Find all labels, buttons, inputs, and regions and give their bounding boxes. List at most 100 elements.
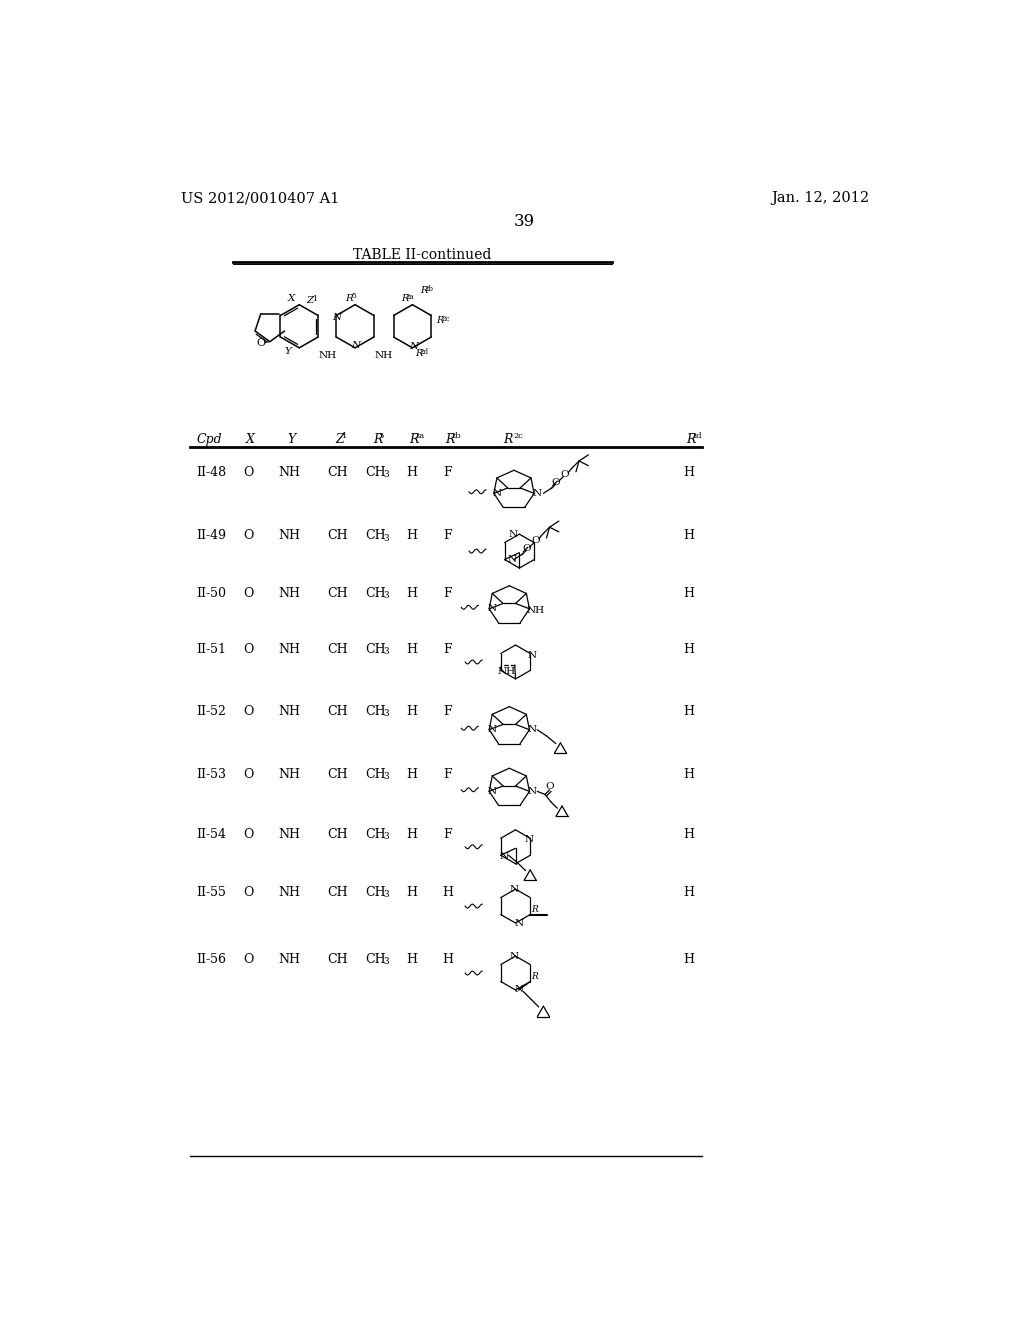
- Text: NH: NH: [318, 351, 336, 360]
- Text: F: F: [443, 643, 452, 656]
- Text: R: R: [531, 906, 539, 915]
- Text: CH: CH: [365, 466, 386, 479]
- Text: R: R: [345, 294, 353, 304]
- Text: 1: 1: [342, 432, 347, 440]
- Text: Cpd: Cpd: [197, 433, 222, 446]
- Text: R: R: [503, 433, 512, 446]
- Text: H: H: [683, 886, 694, 899]
- Text: II-50: II-50: [197, 587, 226, 601]
- Text: NH: NH: [279, 953, 300, 966]
- Text: US 2012/0010407 A1: US 2012/0010407 A1: [180, 191, 339, 206]
- Text: 3: 3: [383, 591, 389, 601]
- Text: H: H: [407, 643, 417, 656]
- Text: H: H: [683, 529, 694, 543]
- Text: 2d: 2d: [691, 432, 702, 440]
- Text: NH: NH: [279, 886, 300, 899]
- Text: O: O: [243, 466, 253, 479]
- Text: II-55: II-55: [197, 886, 226, 899]
- Text: R: R: [401, 294, 409, 304]
- Text: R: R: [436, 315, 444, 325]
- Text: II-49: II-49: [197, 529, 226, 543]
- Text: H: H: [407, 828, 417, 841]
- Text: H: H: [683, 466, 694, 479]
- Text: CH: CH: [328, 705, 348, 718]
- Text: R: R: [531, 973, 539, 981]
- Text: H: H: [683, 953, 694, 966]
- Text: 3: 3: [383, 772, 389, 781]
- Text: CH: CH: [365, 529, 386, 543]
- Text: CH: CH: [328, 953, 348, 966]
- Text: O: O: [243, 705, 253, 718]
- Text: X: X: [288, 294, 295, 304]
- Text: 3: 3: [383, 470, 389, 479]
- Text: 2c: 2c: [513, 432, 523, 440]
- Text: Jan. 12, 2012: Jan. 12, 2012: [771, 191, 869, 206]
- Text: II-53: II-53: [197, 768, 226, 781]
- Text: N: N: [493, 488, 502, 498]
- Text: H: H: [441, 953, 453, 966]
- Text: O: O: [243, 886, 253, 899]
- Text: F: F: [443, 466, 452, 479]
- Text: 3: 3: [383, 709, 389, 718]
- Text: F: F: [443, 705, 452, 718]
- Text: Y: Y: [287, 433, 295, 446]
- Text: Z: Z: [306, 297, 313, 305]
- Text: N: N: [508, 556, 517, 564]
- Text: O: O: [552, 478, 560, 487]
- Text: II-48: II-48: [197, 466, 226, 479]
- Text: O: O: [243, 587, 253, 601]
- Text: H: H: [407, 705, 417, 718]
- Text: N: N: [514, 986, 523, 994]
- Text: O: O: [243, 953, 253, 966]
- Text: O: O: [546, 783, 554, 791]
- Text: 2d: 2d: [420, 347, 429, 355]
- Text: 3: 3: [383, 648, 389, 656]
- Text: X: X: [246, 433, 255, 446]
- Text: II-52: II-52: [197, 705, 226, 718]
- Text: O: O: [243, 643, 253, 656]
- Text: N: N: [509, 884, 518, 894]
- Text: O: O: [561, 470, 569, 479]
- Text: CH: CH: [365, 886, 386, 899]
- Text: 2b: 2b: [425, 285, 434, 293]
- Text: N: N: [410, 342, 419, 351]
- Text: CH: CH: [365, 828, 386, 841]
- Text: O: O: [243, 828, 253, 841]
- Text: CH: CH: [365, 643, 386, 656]
- Text: R: R: [410, 433, 419, 446]
- Text: N: N: [487, 787, 497, 796]
- Text: 2b: 2b: [451, 432, 461, 440]
- Text: NH: NH: [279, 643, 300, 656]
- Text: N: N: [527, 651, 537, 660]
- Text: 2c: 2c: [441, 314, 450, 322]
- Text: H: H: [407, 886, 417, 899]
- Text: R: R: [373, 433, 382, 446]
- Text: 3: 3: [383, 957, 389, 966]
- Text: N: N: [509, 529, 518, 539]
- Text: CH: CH: [328, 643, 348, 656]
- Text: 2a: 2a: [415, 432, 425, 440]
- Text: NH: NH: [279, 768, 300, 781]
- Text: H: H: [407, 466, 417, 479]
- Text: O: O: [522, 544, 530, 553]
- Text: TABLE II-continued: TABLE II-continued: [353, 248, 492, 263]
- Text: II-56: II-56: [197, 953, 226, 966]
- Text: N: N: [351, 341, 360, 350]
- Text: CH: CH: [328, 466, 348, 479]
- Text: H: H: [407, 529, 417, 543]
- Text: O: O: [256, 338, 265, 348]
- Text: H: H: [683, 705, 694, 718]
- Text: R: R: [421, 286, 428, 296]
- Text: CH: CH: [328, 828, 348, 841]
- Text: H: H: [683, 768, 694, 781]
- Text: N: N: [500, 853, 508, 861]
- Text: N: N: [333, 313, 342, 322]
- Text: Y: Y: [285, 347, 291, 356]
- Text: R: R: [445, 433, 455, 446]
- Text: II-51: II-51: [197, 643, 226, 656]
- Text: 5: 5: [378, 432, 384, 440]
- Text: N: N: [532, 488, 542, 498]
- Text: H: H: [683, 643, 694, 656]
- Text: II-54: II-54: [197, 828, 226, 841]
- Text: F: F: [443, 587, 452, 601]
